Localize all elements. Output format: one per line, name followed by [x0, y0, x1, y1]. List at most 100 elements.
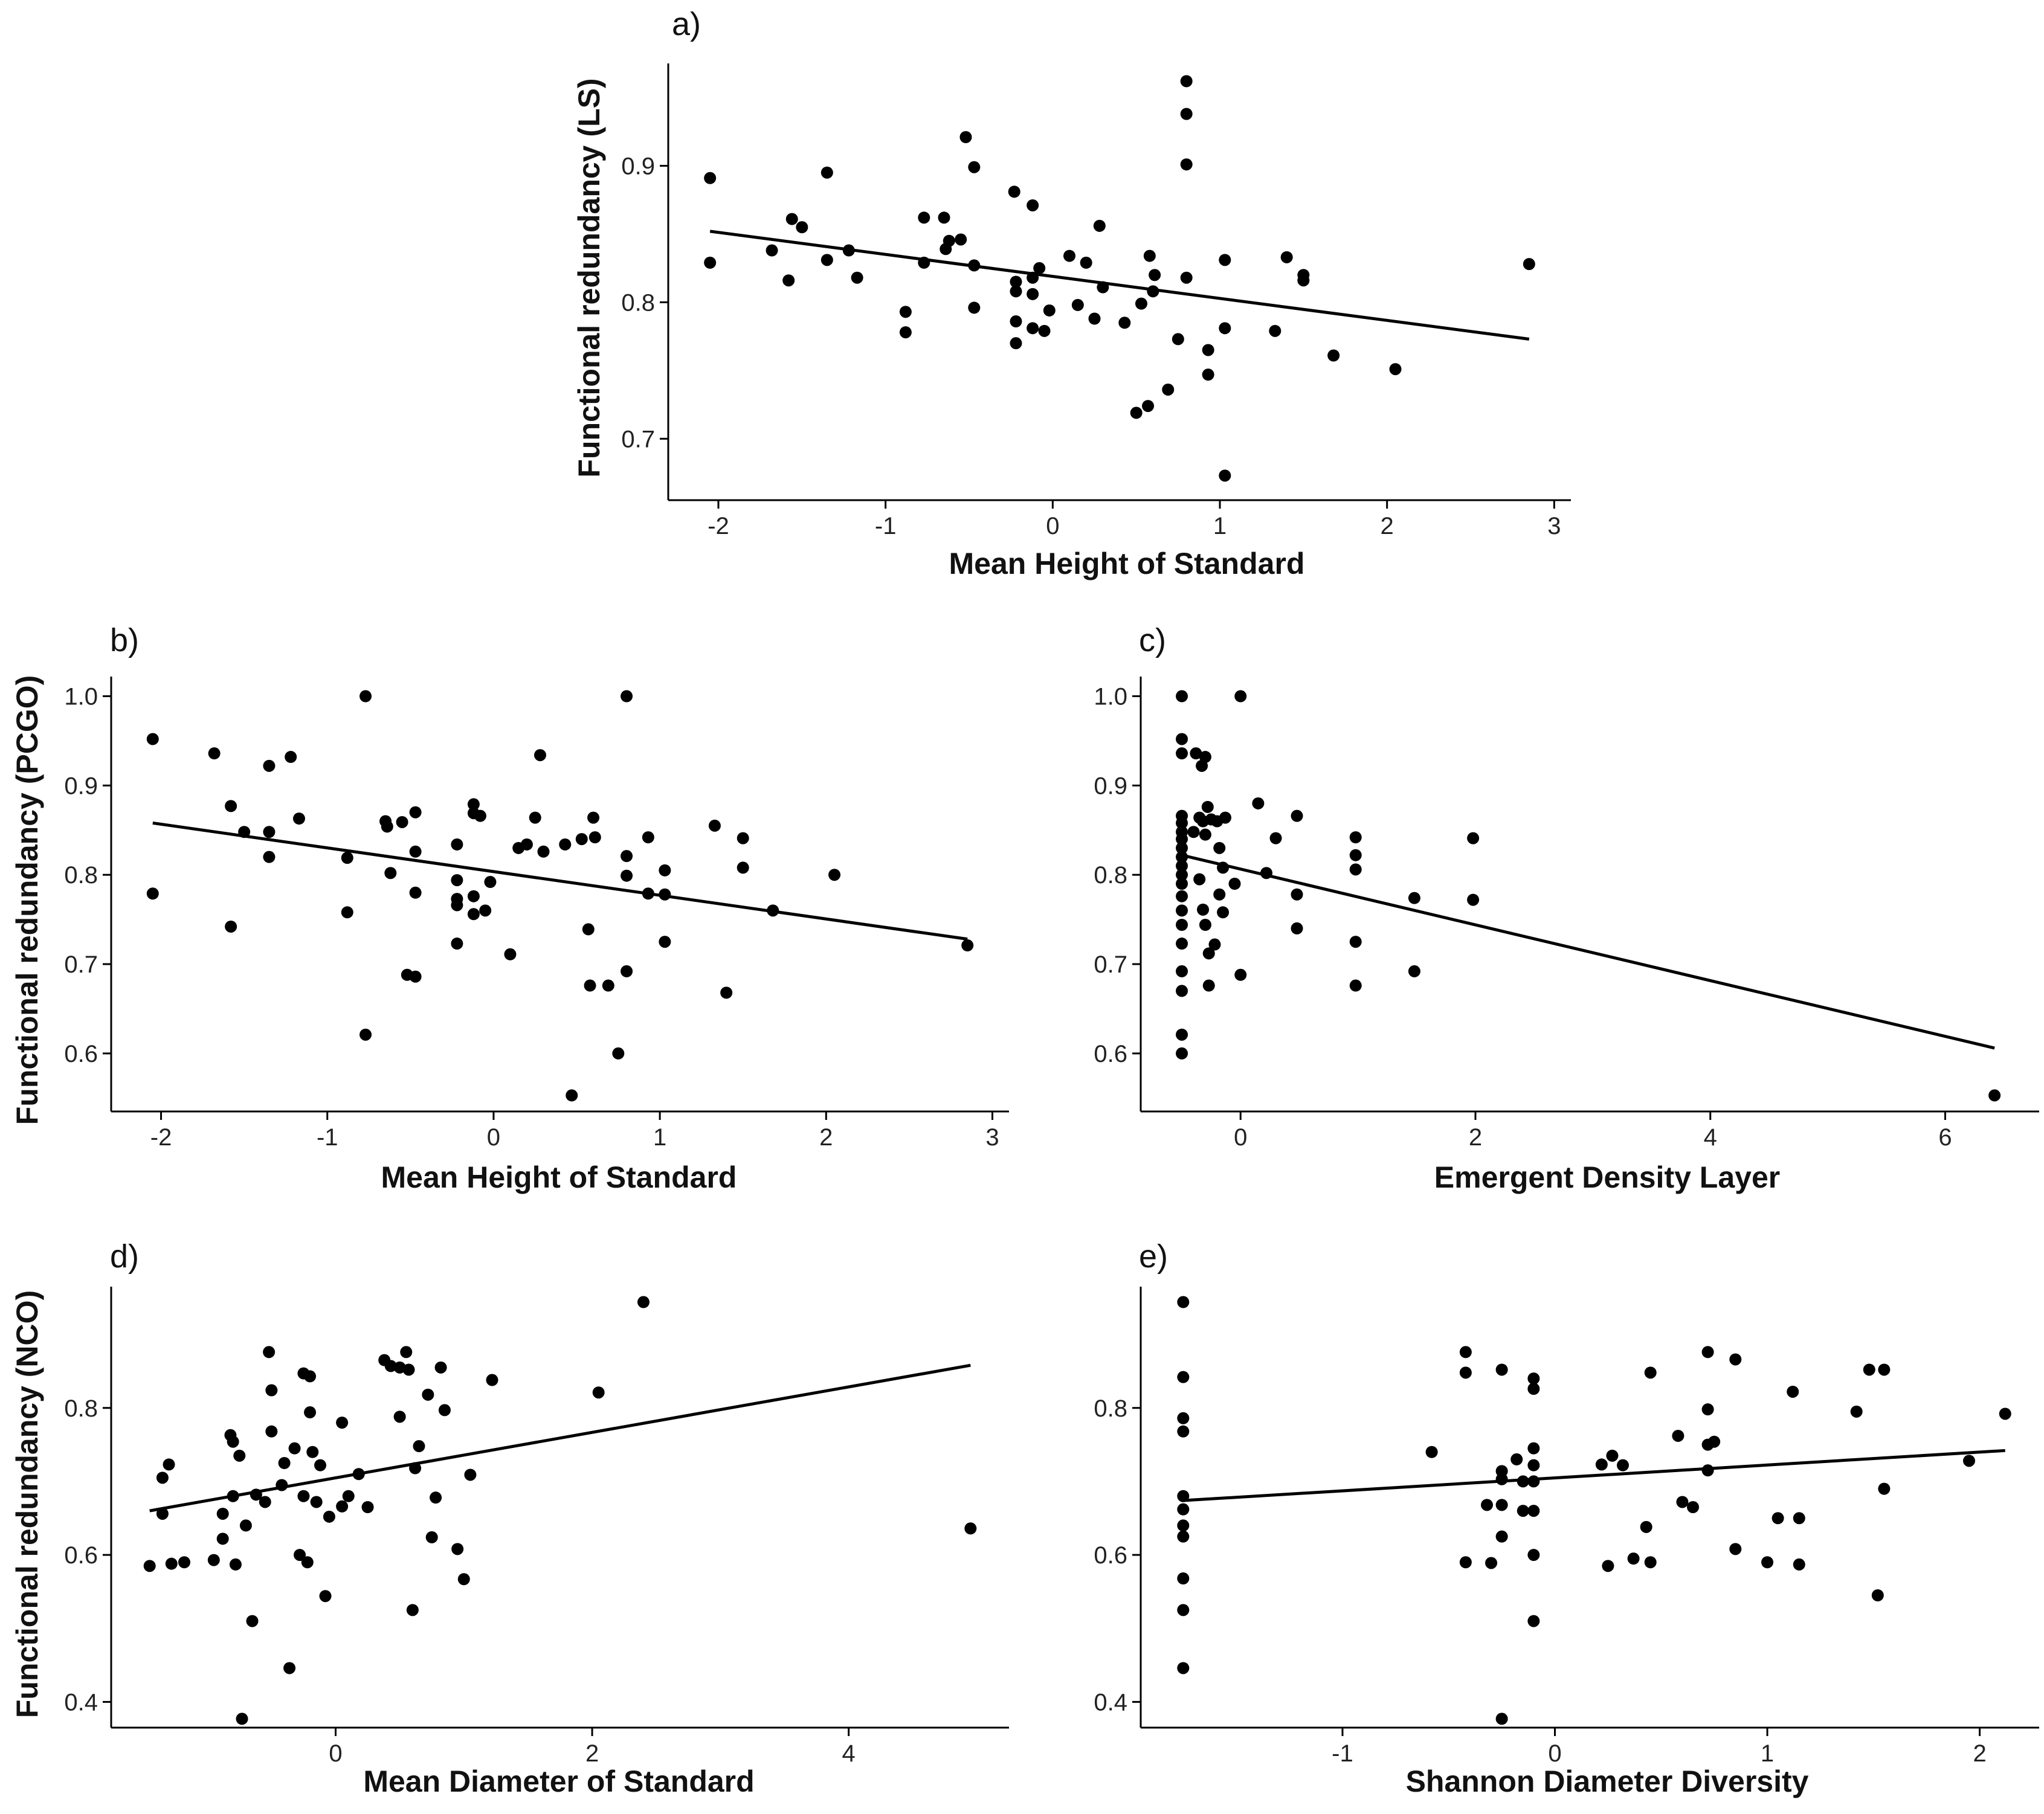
data-point: [1527, 1459, 1540, 1471]
y-tick-label: 0.6: [1094, 1542, 1127, 1569]
data-point: [263, 759, 276, 772]
panel-label-a: a): [672, 6, 701, 42]
data-point: [704, 172, 717, 184]
y-axis-title-a: Functional redundancy (LS): [572, 78, 606, 477]
data-point: [263, 1346, 276, 1359]
data-point: [1118, 317, 1131, 329]
data-point: [1135, 297, 1147, 310]
data-point: [1190, 747, 1202, 760]
data-point: [288, 1442, 301, 1455]
data-point: [1988, 1089, 2001, 1102]
panel-e: e) -1 0 1 2 0.4 0.6 0.8 Shannon Diameter Diver…: [1094, 1238, 2039, 1798]
data-point: [1177, 1662, 1190, 1674]
data-point: [484, 876, 497, 889]
data-point: [559, 838, 572, 851]
data-point: [1219, 469, 1231, 482]
x-tick-label: 6: [1938, 1124, 1952, 1151]
data-point: [968, 161, 981, 173]
data-point: [959, 131, 972, 144]
x-tick-label: 0: [329, 1740, 342, 1767]
data-point: [400, 1346, 413, 1359]
data-point: [227, 1435, 239, 1448]
x-tick-label: 2: [819, 1124, 833, 1151]
data-point: [1202, 947, 1215, 960]
data-point: [451, 938, 463, 950]
data-point: [1080, 256, 1092, 269]
data-point: [1517, 1505, 1529, 1517]
data-point: [1327, 349, 1340, 362]
data-point: [1280, 251, 1293, 263]
data-point: [1176, 1047, 1188, 1060]
panel-label-e: e): [1139, 1238, 1168, 1275]
data-point: [310, 1496, 323, 1508]
data-point: [851, 271, 863, 284]
data-point: [413, 1440, 425, 1453]
data-point: [1176, 904, 1188, 917]
data-point: [304, 1370, 317, 1383]
data-point: [1485, 1557, 1498, 1569]
data-point: [451, 1543, 464, 1555]
data-point: [409, 845, 422, 858]
data-point: [178, 1556, 191, 1569]
y-axis-title-d: Functional redundancy (NCO): [10, 1290, 44, 1718]
data-point: [637, 1296, 650, 1308]
y-tick-label: 0.9: [64, 773, 98, 799]
data-point: [1176, 860, 1188, 872]
data-point: [263, 826, 276, 838]
data-point: [430, 1491, 442, 1504]
data-point: [384, 1360, 397, 1372]
data-point: [409, 806, 422, 819]
data-point: [582, 923, 595, 936]
data-point: [323, 1510, 335, 1523]
data-point: [409, 886, 422, 899]
data-point: [1038, 324, 1051, 337]
data-point: [1202, 344, 1214, 356]
data-point: [592, 1386, 605, 1399]
data-point: [1177, 1371, 1190, 1383]
data-point: [1627, 1552, 1640, 1565]
data-point: [621, 690, 633, 703]
data-point: [720, 986, 733, 999]
data-point: [1176, 851, 1188, 863]
data-point: [1130, 407, 1143, 419]
regression-line: [1181, 854, 1995, 1050]
data-point: [1495, 1713, 1508, 1725]
y-tick-label: 0.8: [621, 289, 655, 316]
plot-area-c: 0 2 4 6 0.6 0.7 0.8 0.9 1.0: [1094, 677, 2039, 1151]
data-point: [534, 749, 546, 762]
data-point: [1527, 1442, 1540, 1455]
data-point: [479, 904, 492, 917]
data-point: [1219, 322, 1231, 335]
data-point: [1027, 199, 1039, 211]
data-point: [899, 326, 912, 339]
data-point: [1033, 262, 1046, 274]
data-point: [361, 1501, 374, 1513]
data-point: [306, 1446, 319, 1458]
data-point: [402, 1363, 415, 1376]
y-tick-label: 0.4: [64, 1689, 98, 1716]
data-point: [704, 256, 717, 269]
data-point: [278, 1457, 291, 1469]
data-point: [584, 979, 596, 992]
data-point: [1672, 1429, 1685, 1442]
data-point: [1201, 800, 1214, 813]
x-tick-label: 3: [1547, 513, 1561, 539]
panel-d: d) 0 2 4 0.4 0.6 0.8 Mean Diameter of Standar…: [10, 1238, 1009, 1798]
x-tick-label: 2: [1381, 513, 1394, 539]
data-point: [381, 820, 393, 833]
data-point: [292, 812, 305, 825]
data-point: [1219, 254, 1231, 266]
x-tick-label: 2: [585, 1740, 599, 1767]
x-tick-label: 1: [653, 1124, 666, 1151]
data-point: [1495, 1363, 1508, 1376]
data-point: [1459, 1366, 1472, 1379]
data-point: [1208, 938, 1221, 951]
data-point: [1527, 1615, 1540, 1627]
data-point: [1177, 1519, 1190, 1532]
data-point: [464, 1468, 477, 1481]
data-point: [1180, 75, 1193, 88]
data-point: [1871, 1589, 1884, 1601]
data-point: [1459, 1346, 1472, 1359]
regression-line: [149, 1363, 971, 1513]
data-point: [216, 1507, 229, 1520]
